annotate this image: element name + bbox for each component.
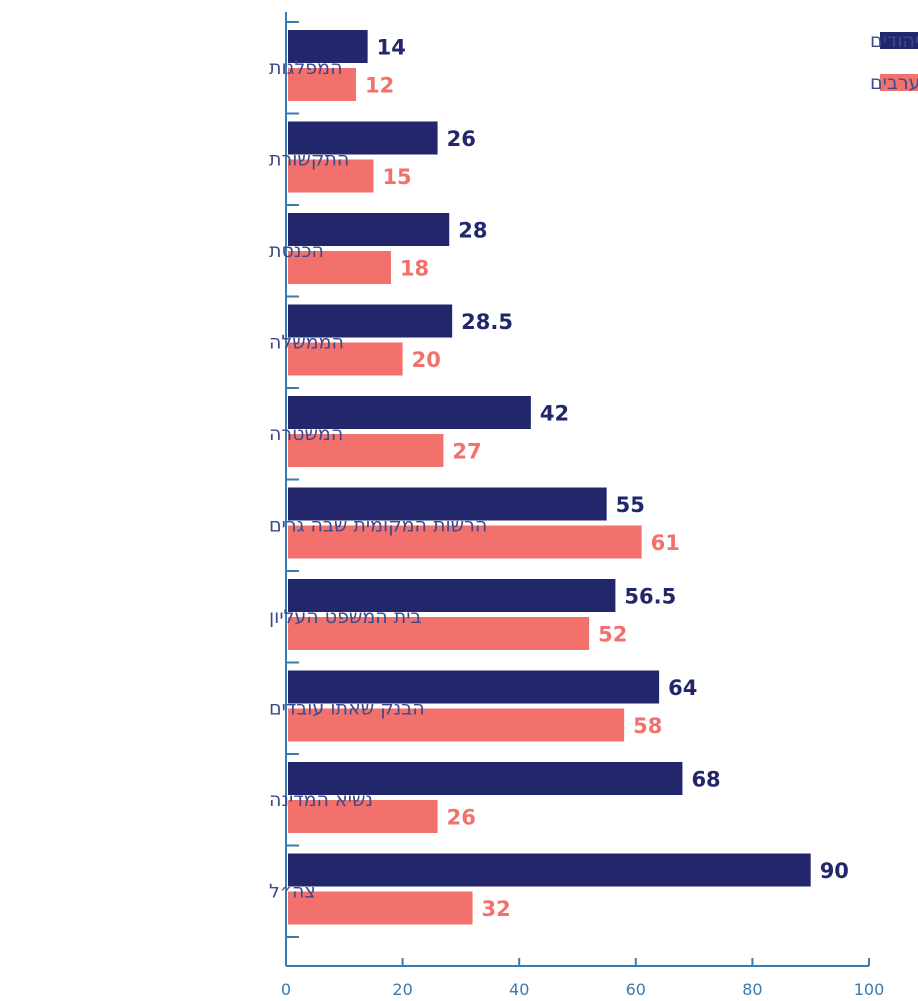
category-label-7: הבנק שאתו עובדים xyxy=(269,698,425,720)
value-label-series2-9: 32 xyxy=(482,897,511,921)
category-label-4: המשטרה xyxy=(269,423,343,445)
bar-series1-3 xyxy=(288,304,453,338)
value-label-series2-6: 52 xyxy=(598,623,627,647)
value-label-series1-3: 28.5 xyxy=(461,310,513,334)
bar-series1-8 xyxy=(288,762,683,795)
value-label-series1-8: 68 xyxy=(691,768,720,792)
value-label-series1-7: 64 xyxy=(668,676,697,700)
bar-series2-6 xyxy=(288,617,590,650)
value-label-series1-0: 14 xyxy=(377,36,406,60)
bar-series1-9 xyxy=(288,853,811,887)
value-label-series1-5: 55 xyxy=(616,493,645,517)
value-label-series2-4: 27 xyxy=(452,440,481,464)
value-label-series1-1: 26 xyxy=(447,127,476,151)
x-tick-label-1: 20 xyxy=(392,980,412,999)
x-tick-label-2: 40 xyxy=(509,980,529,999)
category-label-8: נשיא המדינה xyxy=(269,789,373,811)
bar-series2-2 xyxy=(288,251,391,284)
legend-swatch-0 xyxy=(880,32,918,49)
value-label-series2-8: 26 xyxy=(447,806,476,830)
x-tick-label-5: 100 xyxy=(854,980,885,999)
category-label-3: הממשלה xyxy=(269,332,344,354)
bar-series2-9 xyxy=(288,891,473,925)
bar-series1-1 xyxy=(288,121,438,155)
category-label-0: המפלגות xyxy=(269,57,342,79)
bar-series1-4 xyxy=(288,396,531,429)
bar-series2-3 xyxy=(288,342,403,376)
value-label-series2-5: 61 xyxy=(651,531,680,555)
category-label-9: צה״ל xyxy=(269,881,316,903)
value-label-series2-2: 18 xyxy=(400,257,429,281)
bar-series2-8 xyxy=(288,800,438,833)
legend-swatch-1 xyxy=(880,74,918,91)
bar-series2-1 xyxy=(288,159,374,193)
bar-series2-7 xyxy=(288,708,625,742)
legend-label-0: יהודים xyxy=(870,30,918,52)
value-label-series2-1: 15 xyxy=(382,165,411,189)
value-label-series1-2: 28 xyxy=(458,219,487,243)
bar-series2-4 xyxy=(288,434,444,467)
category-label-5: הרשות המקומית שבה גרים xyxy=(269,515,487,537)
value-label-series1-6: 56.5 xyxy=(624,585,676,609)
x-tick-label-3: 60 xyxy=(626,980,646,999)
value-label-series2-7: 58 xyxy=(633,714,662,738)
value-label-series1-9: 90 xyxy=(820,859,849,883)
bar-series1-6 xyxy=(288,579,616,612)
bar-series1-7 xyxy=(288,670,660,704)
value-label-series2-3: 20 xyxy=(412,348,441,372)
x-tick-label-0: 0 xyxy=(281,980,291,999)
legend-label-1: ערבים xyxy=(870,72,918,94)
category-label-6: בית המשפט העליון xyxy=(269,606,421,628)
bar-series1-5 xyxy=(288,487,607,521)
category-label-1: התקשורת xyxy=(269,149,349,171)
category-label-2: הכנסת xyxy=(269,240,324,262)
x-tick-label-4: 80 xyxy=(742,980,762,999)
value-label-series2-0: 12 xyxy=(365,74,394,98)
value-label-series1-4: 42 xyxy=(540,402,569,426)
bar-series1-2 xyxy=(288,213,450,246)
bar-series2-5 xyxy=(288,525,642,559)
bar-series1-0 xyxy=(288,30,368,63)
bar-series2-0 xyxy=(288,68,356,101)
